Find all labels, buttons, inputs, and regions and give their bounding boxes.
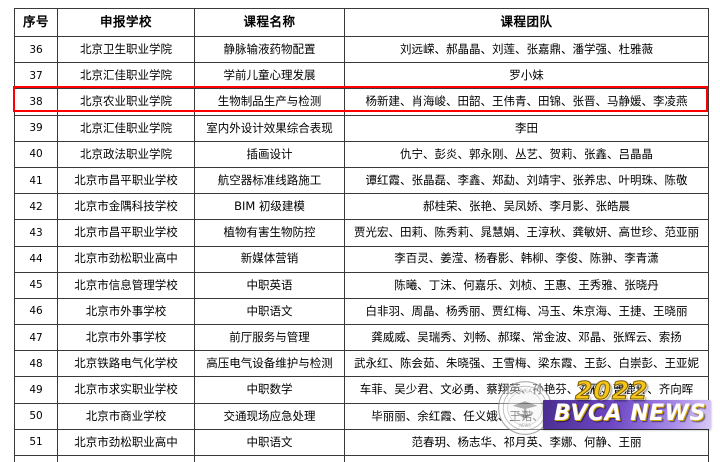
cell-seq: 43 <box>14 219 58 247</box>
cell-seq: 51 <box>14 428 58 457</box>
cell-team: 杨新建、肖海峻、田韶、王伟青、田锦、张晋、马静媛、李凌燕 <box>344 88 709 116</box>
cell-seq: 52 <box>14 454 58 462</box>
cell-team: 车菲、吴少君、文必勇、蔡翔英、孙艳芬、刘雁、曹鹿玲、齐向晖 <box>344 376 709 404</box>
column-header-team: 课程团队 <box>344 8 709 37</box>
table-row: 52 北京市商业学校 体育与健康 王珂、王猛、刘桂庆、李宝山、高斌、白云舞、李郷… <box>14 454 709 462</box>
cell-seq: 46 <box>14 297 58 326</box>
column-header-course: 课程名称 <box>194 8 345 37</box>
cell-seq: 39 <box>14 114 58 142</box>
cell-team: 罗小妹 <box>344 62 709 90</box>
cell-seq: 45 <box>14 271 58 299</box>
cell-course: 前厅服务与管理 <box>194 324 345 352</box>
cell-seq: 44 <box>14 245 58 273</box>
table-row: 36 北京卫生职业学院 静脉输液药物配置 刘远嵘、郝晶晶、刘莲、张嘉鼎、潘学强、… <box>14 35 709 64</box>
cell-course: 高压电气设备维护与检测 <box>194 350 345 378</box>
cell-school: 北京市求实职业学校 <box>57 376 195 404</box>
table-header-row: 序号 申报学校 课程名称 课程团队 <box>14 8 709 37</box>
cell-course: 插画设计 <box>194 140 345 168</box>
table-row: 45 北京市信息管理学校 中职英语 陈曦、丁沫、何嘉乐、刘桢、王惠、王秀雅、张晓… <box>14 271 709 299</box>
cell-school: 北京市外事学校 <box>57 297 195 326</box>
cell-course: 中职语文 <box>194 297 345 326</box>
cell-team: 王珂、王猛、刘桂庆、李宝山、高斌、白云舞、李郷、安玉红 <box>344 454 709 462</box>
cell-course: 航空器标准线路施工 <box>194 166 345 195</box>
cell-school: 北京市劲松职业高中 <box>57 428 195 457</box>
cell-seq: 50 <box>14 402 58 430</box>
cell-seq: 36 <box>14 35 58 64</box>
cell-team: 刘远嵘、郝晶晶、刘莲、张嘉鼎、潘学强、杜雅薇 <box>344 35 709 64</box>
table-row: 48 北京铁路电气化学校 高压电气设备维护与检测 武永红、陈会茹、朱晓强、王雪梅… <box>14 350 709 378</box>
cell-course: 植物有害生物防控 <box>194 219 345 247</box>
table-row: 37 北京汇佳职业学院 学前儿童心理发展 罗小妹 <box>14 62 709 90</box>
cell-team: 龚威威、吴瑞秀、刘畅、郝璨、常金波、邓晶、张辉云、索扬 <box>344 324 709 352</box>
cell-team: 李百灵、姜滢、杨春影、韩柳、李俊、陈翀、李青潇 <box>344 245 709 273</box>
table-row: 43 北京市昌平职业学校 植物有害生物防控 贾光宏、田莉、陈秀莉、晁慧娟、王淳秋… <box>14 219 709 247</box>
cell-seq: 49 <box>14 376 58 404</box>
cell-course: 学前儿童心理发展 <box>194 62 345 90</box>
table-row: 50 北京市商业学校 交通现场应急处理 毕丽丽、余红霞、任义娥、王诺、刘娇、李娜… <box>14 402 709 430</box>
cell-team: 毕丽丽、余红霞、任义娥、王诺、刘娇、李娜、王平、李洪芬 <box>344 402 709 430</box>
cell-school: 北京市商业学校 <box>57 402 195 430</box>
table-row: 42 北京市金隅科技学校 BIM 初级建模 郝桂荣、张艳、吴凤娇、李月影、张皓晨 <box>14 193 709 221</box>
cell-team: 白非羽、周晶、杨秀丽、贾红梅、冯玉、朱京海、王捷、王晓丽 <box>344 297 709 326</box>
table-row: 47 北京市外事学校 前厅服务与管理 龚威威、吴瑞秀、刘畅、郝璨、常金波、邓晶、… <box>14 324 709 352</box>
table-row: 40 北京政法职业学院 插画设计 仇宁、彭炎、郭永刚、丛艺、贺莉、张鑫、吕晶晶 <box>14 140 709 168</box>
cell-school: 北京市信息管理学校 <box>57 271 195 299</box>
cell-school: 北京汇佳职业学院 <box>57 62 195 90</box>
cell-team: 郝桂荣、张艳、吴凤娇、李月影、张皓晨 <box>344 193 709 221</box>
cell-school: 北京政法职业学院 <box>57 140 195 168</box>
cell-school: 北京铁路电气化学校 <box>57 350 195 378</box>
table-row: 41 北京市昌平职业学校 航空器标准线路施工 谭红霞、张晶磊、李鑫、郑勐、刘靖宇… <box>14 166 709 195</box>
cell-seq: 40 <box>14 140 58 168</box>
cell-team: 仇宁、彭炎、郭永刚、丛艺、贺莉、张鑫、吕晶晶 <box>344 140 709 168</box>
cell-course: 中职数学 <box>194 376 345 404</box>
cell-seq: 41 <box>14 166 58 195</box>
cell-course: BIM 初级建模 <box>194 193 345 221</box>
cell-course: 静脉输液药物配置 <box>194 35 345 64</box>
cell-school: 北京市金隅科技学校 <box>57 193 195 221</box>
table-row: 51 北京市劲松职业高中 中职语文 范春玥、杨志华、祁月英、李娜、何静、王丽 <box>14 428 709 457</box>
cell-school: 北京市昌平职业学校 <box>57 166 195 195</box>
table-row: 39 北京汇佳职业学院 室内外设计效果综合表现 李田 <box>14 114 709 142</box>
cell-seq: 38 <box>14 88 58 116</box>
cell-school: 北京市昌平职业学校 <box>57 219 195 247</box>
cell-team: 李田 <box>344 114 709 142</box>
table-row-highlighted: 38 北京农业职业学院 生物制品生产与检测 杨新建、肖海峻、田韶、王伟青、田锦、… <box>14 88 709 116</box>
cell-school: 北京农业职业学院 <box>57 88 195 116</box>
column-header-seq: 序号 <box>14 8 58 37</box>
cell-team: 贾光宏、田莉、陈秀莉、晁慧娟、王淳秋、龚敏妍、高世珍、范亚丽 <box>344 219 709 247</box>
table-body: 36 北京卫生职业学院 静脉输液药物配置 刘远嵘、郝晶晶、刘莲、张嘉鼎、潘学强、… <box>14 35 709 462</box>
cell-course: 室内外设计效果综合表现 <box>194 114 345 142</box>
table-row: 46 北京市外事学校 中职语文 白非羽、周晶、杨秀丽、贾红梅、冯玉、朱京海、王捷… <box>14 297 709 326</box>
cell-course: 新媒体营销 <box>194 245 345 273</box>
cell-course: 中职英语 <box>194 271 345 299</box>
cell-team: 谭红霞、张晶磊、李鑫、郑勐、刘靖宇、张养忠、叶明珠、陈敬 <box>344 166 709 195</box>
table-header: 序号 申报学校 课程名称 课程团队 <box>14 8 709 37</box>
cell-school: 北京卫生职业学院 <box>57 35 195 64</box>
cell-school: 北京市商业学校 <box>57 454 195 462</box>
cell-team: 范春玥、杨志华、祁月英、李娜、何静、王丽 <box>344 428 709 457</box>
cell-team: 武永红、陈会茹、朱晓强、王雪梅、梁东霞、王彭、白崇彭、王亚妮 <box>344 350 709 378</box>
table-container: 序号 申报学校 课程名称 课程团队 36 北京卫生职业学院 静脉输液药物配置 刘… <box>14 8 709 462</box>
cell-seq: 47 <box>14 324 58 352</box>
table-row: 44 北京市劲松职业高中 新媒体营销 李百灵、姜滢、杨春影、韩柳、李俊、陈翀、李… <box>14 245 709 273</box>
cell-school: 北京汇佳职业学院 <box>57 114 195 142</box>
cell-seq: 42 <box>14 193 58 221</box>
cell-course: 体育与健康 <box>194 454 345 462</box>
cell-seq: 37 <box>14 62 58 90</box>
cell-course: 生物制品生产与检测 <box>194 88 345 116</box>
column-header-school: 申报学校 <box>57 8 195 37</box>
table-row: 49 北京市求实职业学校 中职数学 车菲、吴少君、文必勇、蔡翔英、孙艳芬、刘雁、… <box>14 376 709 404</box>
cell-course: 中职语文 <box>194 428 345 457</box>
cell-seq: 48 <box>14 350 58 378</box>
course-award-table: 序号 申报学校 课程名称 课程团队 36 北京卫生职业学院 静脉输液药物配置 刘… <box>14 8 709 462</box>
cell-team: 陈曦、丁沫、何嘉乐、刘桢、王惠、王秀雅、张晓丹 <box>344 271 709 299</box>
cell-school: 北京市劲松职业高中 <box>57 245 195 273</box>
cell-school: 北京市外事学校 <box>57 324 195 352</box>
cell-course: 交通现场应急处理 <box>194 402 345 430</box>
